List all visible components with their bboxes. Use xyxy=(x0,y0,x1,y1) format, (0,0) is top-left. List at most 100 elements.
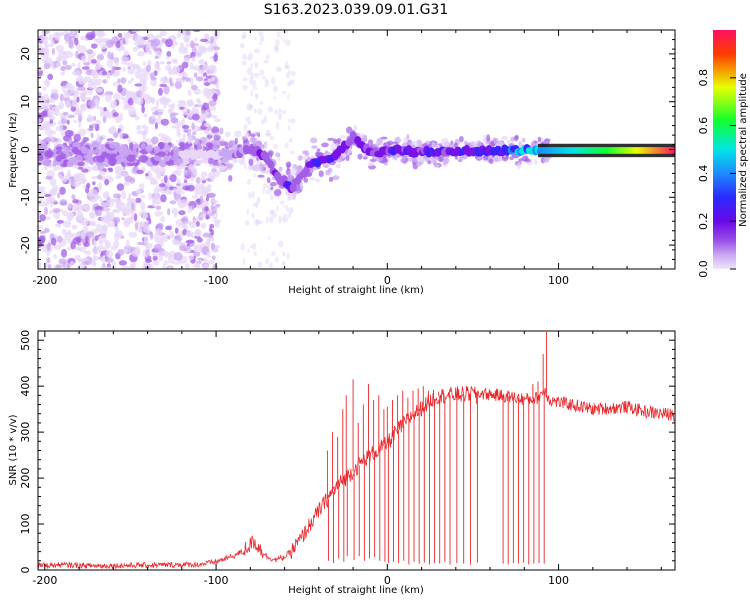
heatmap-speckle xyxy=(174,227,179,234)
snr-ylabel: SNR (10 * v/v) xyxy=(8,414,19,485)
heatmap-speckle xyxy=(406,158,413,162)
heatmap-speckle xyxy=(44,193,52,198)
heatmap-speckle xyxy=(176,132,182,138)
heatmap-speckle xyxy=(126,91,134,96)
heatmap-speckle xyxy=(250,133,256,137)
heatmap-speckle xyxy=(287,174,293,181)
heatmap-speckle xyxy=(142,213,148,219)
heatmap-speckle xyxy=(134,115,140,121)
heatmap-speckle xyxy=(93,85,97,91)
heatmap-speckle xyxy=(245,116,251,122)
heatmap-speckle xyxy=(77,161,85,167)
heatmap-speckle xyxy=(330,143,337,151)
heatmap-speckle xyxy=(72,142,81,148)
heatmap-speckle xyxy=(203,263,210,268)
spectrogram-ylabel: Frequency (Hz) xyxy=(8,112,19,188)
heatmap-speckle xyxy=(203,72,208,77)
heatmap-speckle xyxy=(448,143,456,149)
heatmap-speckle xyxy=(163,175,168,184)
heatmap-speckle xyxy=(189,40,195,49)
heatmap-speckle xyxy=(259,35,265,42)
heatmap-speckle xyxy=(274,256,279,263)
heatmap-speckle xyxy=(212,264,218,269)
heatmap-speckle xyxy=(90,43,98,49)
heatmap-speckle xyxy=(100,202,107,208)
heatmap-speckle xyxy=(220,138,225,142)
heatmap-speckle xyxy=(195,98,201,103)
heatmap-speckle xyxy=(289,150,296,154)
heatmap-speckle xyxy=(138,183,145,190)
heatmap-speckle xyxy=(488,158,494,165)
heatmap-speckle xyxy=(134,83,142,87)
heatmap-speckle xyxy=(48,209,53,215)
x-tick-label: -100 xyxy=(204,574,229,587)
heatmap-speckle xyxy=(203,82,211,87)
heatmap-speckle xyxy=(241,60,248,66)
heatmap-speckle xyxy=(219,127,224,135)
heatmap-speckle xyxy=(48,97,56,104)
heatmap-speckle xyxy=(196,204,203,209)
heatmap-speckle xyxy=(139,222,146,228)
heatmap-speckle xyxy=(171,239,179,245)
heatmap-speckle xyxy=(196,51,202,59)
heatmap-speckle xyxy=(249,244,253,249)
heatmap-speckle xyxy=(154,169,160,175)
heatmap-speckle xyxy=(111,260,117,269)
heatmap-speckle xyxy=(128,151,139,156)
heatmap-speckle xyxy=(159,159,167,168)
heatmap-speckle xyxy=(273,109,278,115)
heatmap-speckle xyxy=(186,249,192,253)
heatmap-speckle xyxy=(52,208,61,214)
y-tick-label: 400 xyxy=(19,376,32,397)
heatmap-speckle xyxy=(187,89,192,96)
heatmap-speckle xyxy=(444,157,450,164)
heatmap-speckle xyxy=(143,113,148,118)
heatmap-speckle xyxy=(38,97,45,105)
heatmap-speckle xyxy=(521,137,526,143)
heatmap-speckle xyxy=(282,39,286,43)
heatmap-speckle xyxy=(131,30,141,33)
heatmap-speckle xyxy=(50,187,57,197)
heatmap-speckle xyxy=(115,40,121,49)
heatmap-speckle xyxy=(234,137,238,145)
heatmap-speckle xyxy=(278,215,283,224)
heatmap-speckle xyxy=(178,210,186,216)
heatmap-speckle xyxy=(327,167,333,173)
heatmap-speckle xyxy=(156,222,164,229)
heatmap-speckle xyxy=(153,187,160,197)
heatmap-speckle xyxy=(279,200,285,205)
heatmap-speckle xyxy=(91,123,98,128)
heatmap-speckle xyxy=(38,144,45,150)
heatmap-speckle xyxy=(155,200,160,205)
heatmap-speckle xyxy=(71,30,76,35)
heatmap-speckle xyxy=(458,135,464,143)
heatmap-speckle xyxy=(483,155,489,161)
heatmap-speckle xyxy=(187,99,194,108)
heatmap-speckle xyxy=(94,30,103,37)
heatmap-speckle xyxy=(89,221,93,226)
heatmap-speckle xyxy=(262,183,268,188)
heatmap-speckle xyxy=(192,30,201,33)
heatmap-speckle xyxy=(510,136,515,143)
heatmap-speckle xyxy=(193,88,202,95)
heatmap-speckle xyxy=(208,100,217,107)
heatmap-speckle xyxy=(212,93,218,102)
heatmap-speckle xyxy=(194,187,198,196)
heatmap-speckle xyxy=(160,194,167,203)
heatmap-speckle xyxy=(121,217,125,221)
heatmap-speckle xyxy=(251,137,258,141)
heatmap-speckle xyxy=(407,140,413,145)
heatmap-speckle xyxy=(64,64,72,71)
heatmap-speckle xyxy=(183,221,188,230)
heatmap-speckle xyxy=(55,155,62,162)
heatmap-speckle xyxy=(95,78,102,84)
heatmap-speckle xyxy=(141,105,145,114)
x-tick-label: 100 xyxy=(548,274,569,287)
heatmap-speckle xyxy=(287,94,290,100)
heatmap-speckle xyxy=(152,111,160,116)
heatmap-speckle xyxy=(353,124,358,133)
heatmap-speckle xyxy=(141,87,145,96)
heatmap-speckle xyxy=(54,223,62,227)
heatmap-speckle xyxy=(464,140,468,145)
heatmap-speckle xyxy=(196,237,203,243)
